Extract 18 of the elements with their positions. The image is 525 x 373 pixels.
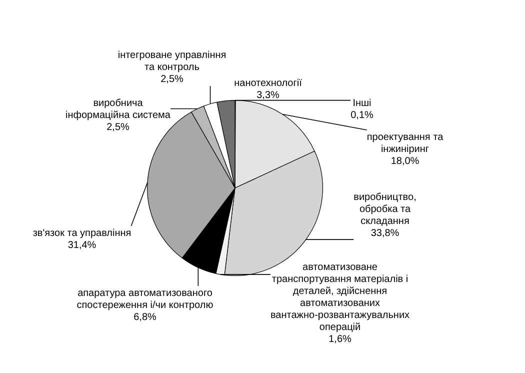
- data-label: 3,3%: [256, 90, 280, 101]
- slice-label: Інші: [352, 98, 372, 109]
- data-label: 2,5%: [106, 122, 130, 133]
- data-label: 2,5%: [160, 74, 184, 85]
- data-label: 31,4%: [68, 240, 96, 251]
- slice-label: виробнича інформаційна система: [66, 98, 171, 121]
- slice-label: автоматизоване транспортування матеріалів і деталей, здійснення автоматизованих вантажно-розвантажувальних операцій: [270, 262, 410, 333]
- slice-label: проектування та інжиніринг: [366, 132, 444, 155]
- data-label: 0,1%: [350, 110, 374, 121]
- data-label: 33,8%: [370, 228, 400, 239]
- slice-label: апаратура автоматизованого спостереження і/чи контролю: [76, 288, 214, 311]
- slice-label: нанотехнології: [234, 78, 302, 89]
- slice-label: інтегроване управління та контроль: [118, 50, 226, 73]
- data-label: 1,6%: [328, 334, 352, 345]
- data-label: 18,0%: [390, 156, 420, 167]
- data-label: 6,8%: [134, 312, 157, 323]
- slice-label: зв'язок та управління: [32, 228, 132, 239]
- slice-label: виробництво, обробка та складання: [354, 192, 416, 227]
